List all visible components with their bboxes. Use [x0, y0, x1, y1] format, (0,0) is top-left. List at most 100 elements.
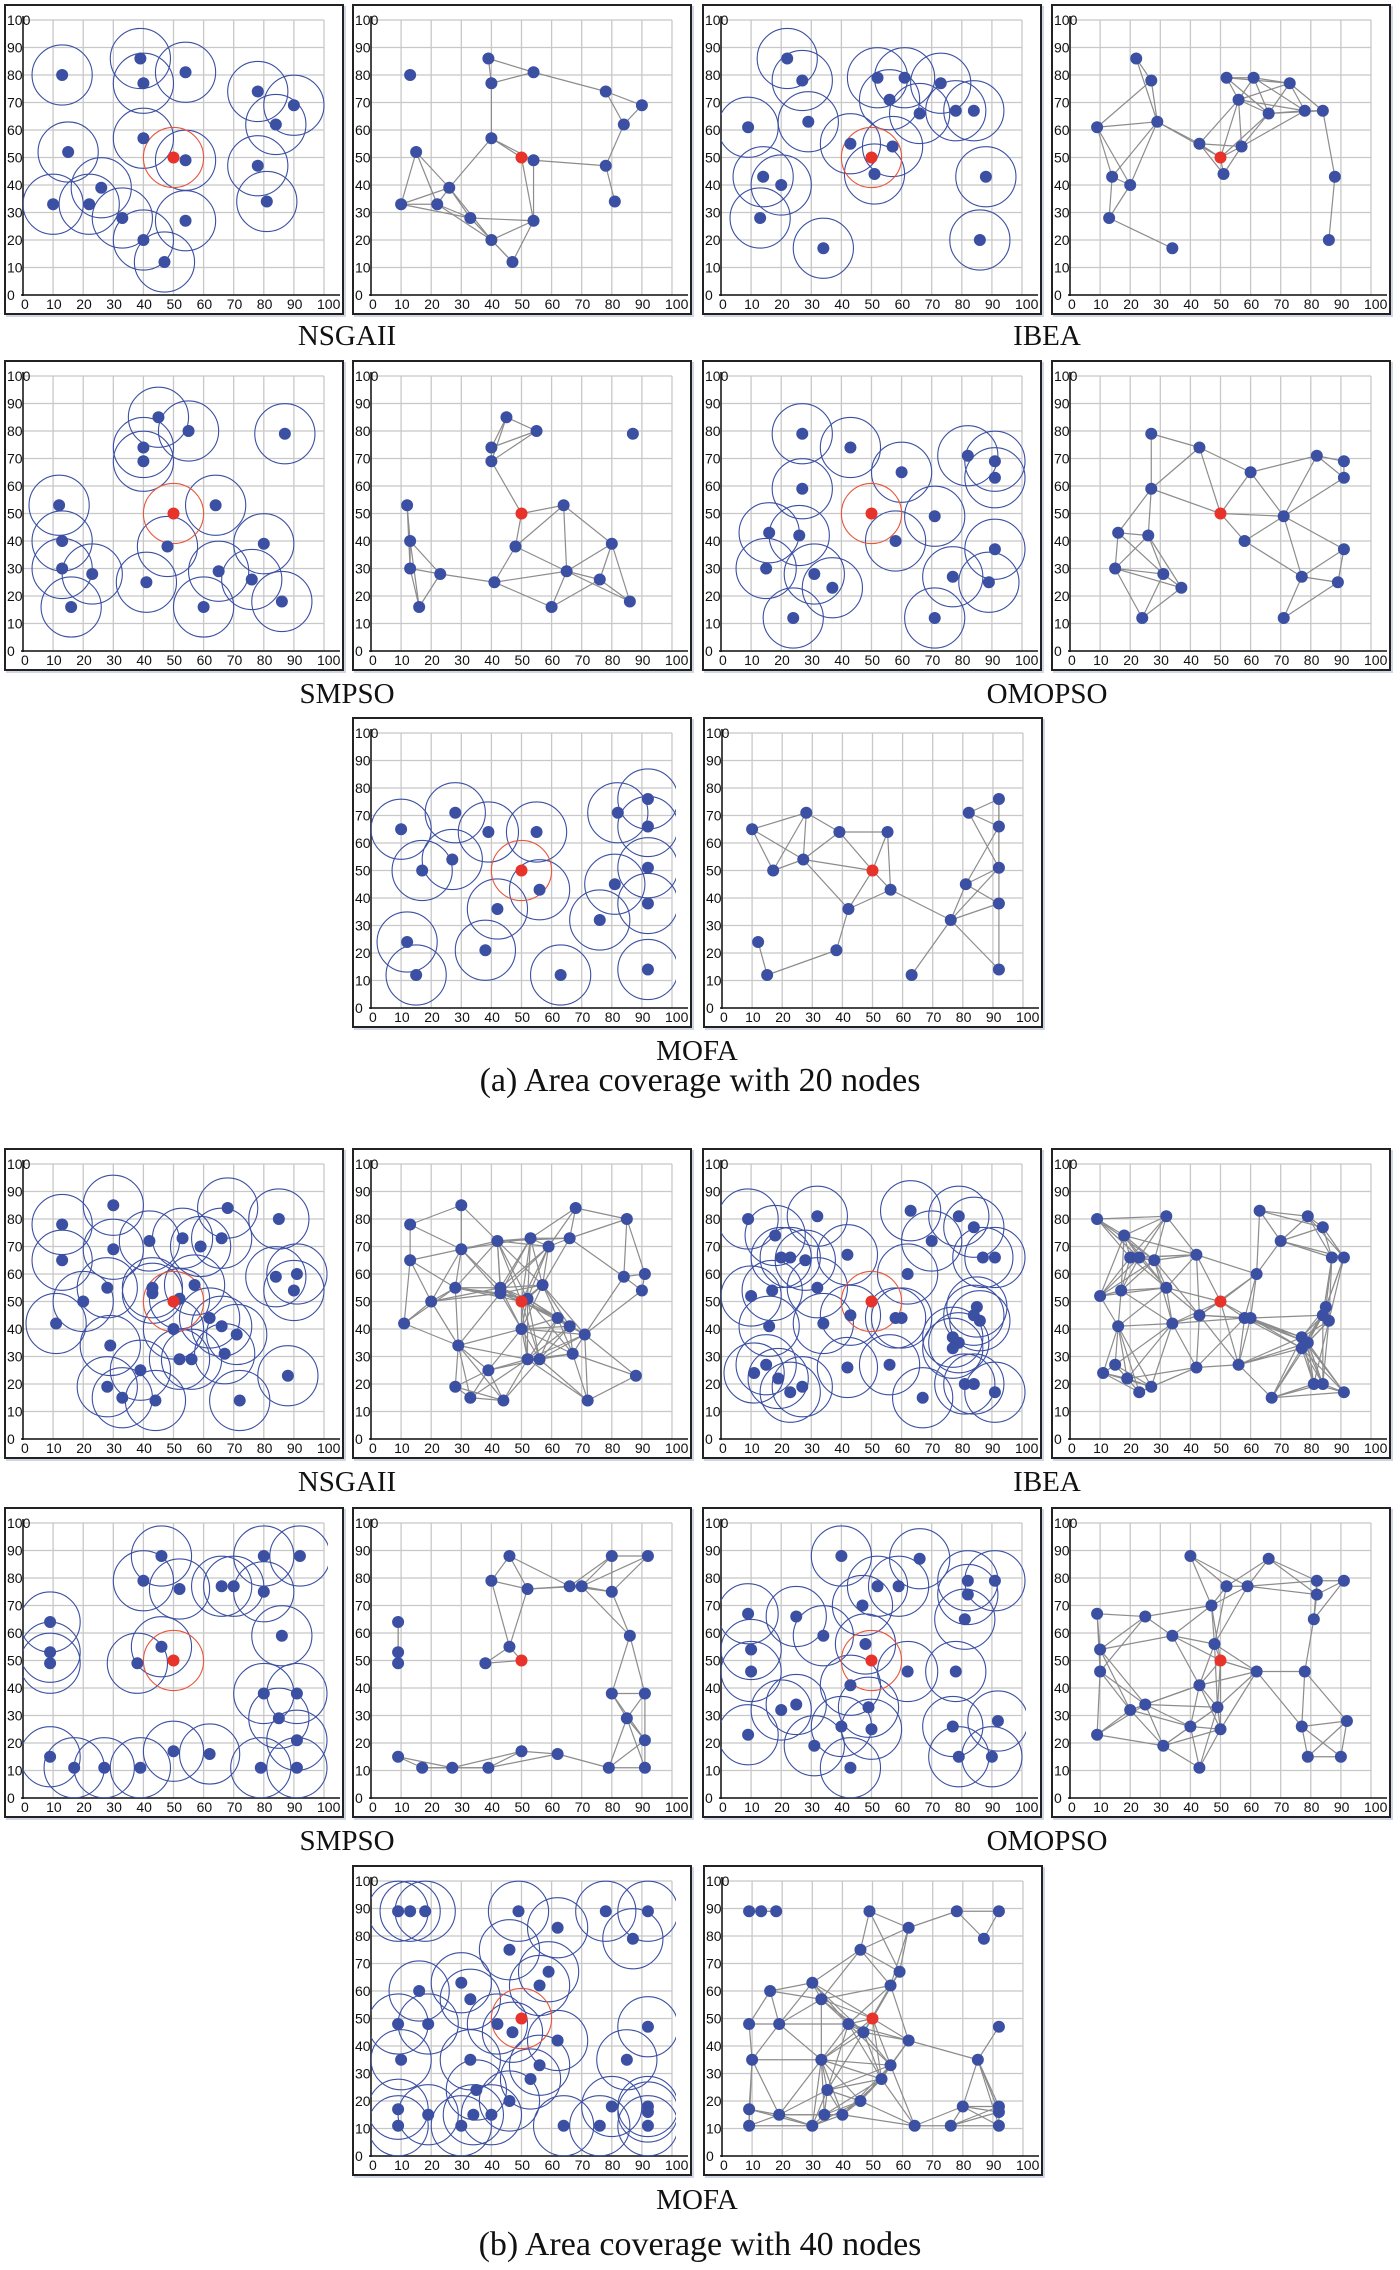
sensor-node [1133, 1251, 1146, 1264]
x-tick-label: 30 [106, 1799, 122, 1815]
sensor-node [884, 883, 897, 896]
sensor-node [856, 1599, 869, 1612]
y-tick-label: 70 [7, 1598, 23, 1614]
sensor-node [976, 1251, 989, 1264]
y-tick-label: 50 [355, 863, 371, 879]
link-edge [454, 1345, 459, 1387]
sensor-node [1295, 570, 1308, 583]
x-tick-label: 100 [665, 652, 689, 668]
link-edge [805, 812, 840, 833]
link-edge [863, 2031, 909, 2042]
sensor-node [884, 1979, 897, 1992]
sensor-node [946, 1342, 959, 1355]
sensor-node [155, 1550, 168, 1562]
coverage-circle [934, 1588, 996, 1650]
y-tick-label: 0 [7, 1431, 15, 1447]
x-tick-label: 10 [394, 1440, 410, 1456]
x-tick-label: 70 [575, 1440, 591, 1456]
coverage-circle [499, 2048, 562, 2110]
link-edge [1268, 1558, 1318, 1582]
x-tick-label: 70 [925, 1440, 941, 1456]
y-tick-label: 10 [705, 1404, 721, 1420]
sensor-node [485, 234, 498, 246]
sensor-node [554, 969, 567, 981]
coverage-circle [943, 80, 1005, 142]
link-edge [1198, 1728, 1222, 1769]
sensor-node [512, 1905, 525, 1918]
link-edge [496, 1240, 523, 1302]
sensor-node [833, 826, 846, 838]
link-edge [502, 1358, 529, 1401]
x-tick-label: 90 [287, 1440, 303, 1456]
sensor-node [1184, 1720, 1197, 1733]
sensor-node [842, 2018, 855, 2030]
link-edge [1250, 455, 1317, 473]
y-tick-label: 70 [705, 95, 721, 111]
sensor-node [395, 2053, 408, 2066]
y-tick-label: 80 [355, 1570, 371, 1586]
sensor-node [401, 936, 414, 948]
sensor-node [413, 601, 426, 613]
sensor-node [392, 1750, 405, 1763]
sensor-node [599, 159, 612, 172]
link-edge [1156, 121, 1221, 159]
x-tick-label: 90 [287, 652, 303, 668]
link-edge [469, 1358, 528, 1399]
sensor-node [784, 1386, 797, 1399]
coverage-circle [750, 1679, 812, 1741]
x-tick-label: 90 [985, 296, 1001, 312]
sensor-node [967, 104, 980, 117]
y-tick-label: 0 [1054, 1790, 1062, 1806]
sensor-node [209, 499, 222, 512]
sensor-node [179, 66, 192, 79]
sensor-node [811, 1281, 824, 1294]
link-edge [539, 1358, 589, 1401]
sensor-node [509, 540, 522, 553]
sensor-node [608, 195, 621, 208]
link-edge [1153, 1216, 1167, 1261]
x-tick-label: 20 [424, 2157, 440, 2173]
plot-connectivity-nsgaii-b: 0 10 20 30 40 50 60 70 80 90 100 0 10 20 30 40 50 60 70 80 9… [352, 1148, 692, 1459]
link-edge [848, 889, 891, 910]
link-edge [1253, 77, 1290, 84]
x-tick-label: 40 [484, 1799, 500, 1815]
sensor-node [1274, 1235, 1287, 1247]
plot-coverage-nsgaii-b: 0 10 20 30 40 50 60 70 80 90 100 0 10 20 30 40 50 60 70 80 9… [4, 1148, 344, 1459]
x-tick-label: 60 [1244, 652, 1260, 668]
coverage-circle [148, 1558, 211, 1620]
sensor-node [449, 806, 462, 819]
link-edge [1165, 1287, 1200, 1316]
sensor-node [557, 499, 570, 512]
sensor-node [215, 1320, 228, 1333]
sensor-node [599, 85, 612, 98]
sensor-node [275, 1629, 288, 1642]
coverage-circles [721, 1180, 1026, 1429]
sensor-node [889, 535, 902, 547]
y-tick-label: 60 [7, 478, 23, 494]
sensor-node [1316, 104, 1329, 117]
link-edge [889, 1985, 910, 2041]
sensor-node [617, 118, 630, 131]
link-edge [569, 1218, 628, 1239]
link-edge [515, 545, 567, 572]
x-tick-label: 30 [1153, 296, 1169, 312]
sensor-node [1151, 115, 1164, 128]
x-tick-label: 10 [1093, 1440, 1109, 1456]
y-tick-label: 40 [705, 1321, 721, 1337]
sensor-node [1112, 1320, 1125, 1333]
link-edge [1283, 576, 1303, 619]
y-tick-label: 70 [1054, 1239, 1070, 1255]
sensor-node [944, 2119, 957, 2132]
link-edge [1226, 77, 1270, 114]
sensor-node [1310, 1574, 1323, 1587]
link-edge [1120, 1259, 1155, 1291]
sink-node [1214, 151, 1227, 164]
coverage-circle [25, 1292, 87, 1355]
sensor-node [605, 537, 618, 550]
link-edge [491, 1580, 528, 1590]
y-tick-label: 80 [355, 67, 371, 83]
link-edge [1244, 540, 1303, 578]
sensor-node [790, 1698, 803, 1711]
x-tick-label: 50 [167, 296, 183, 312]
